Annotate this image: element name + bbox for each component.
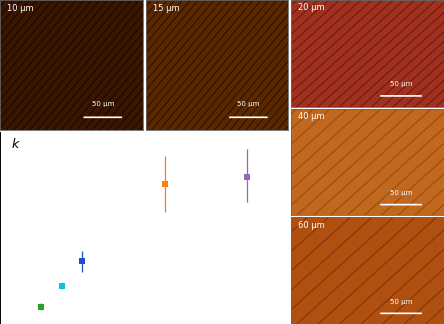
Text: 50 μm: 50 μm [390, 81, 412, 87]
Text: 50 μm: 50 μm [390, 299, 412, 305]
Text: 10 μm: 10 μm [7, 4, 34, 13]
Text: 20 μm: 20 μm [298, 3, 325, 12]
Text: 40 μm: 40 μm [298, 112, 325, 121]
Text: 50 μm: 50 μm [390, 190, 412, 196]
Text: 50 μm: 50 μm [91, 101, 114, 107]
Text: k: k [12, 138, 19, 151]
Text: 60 μm: 60 μm [298, 221, 325, 230]
Text: 50 μm: 50 μm [237, 101, 260, 107]
Text: 15 μm: 15 μm [153, 4, 179, 13]
